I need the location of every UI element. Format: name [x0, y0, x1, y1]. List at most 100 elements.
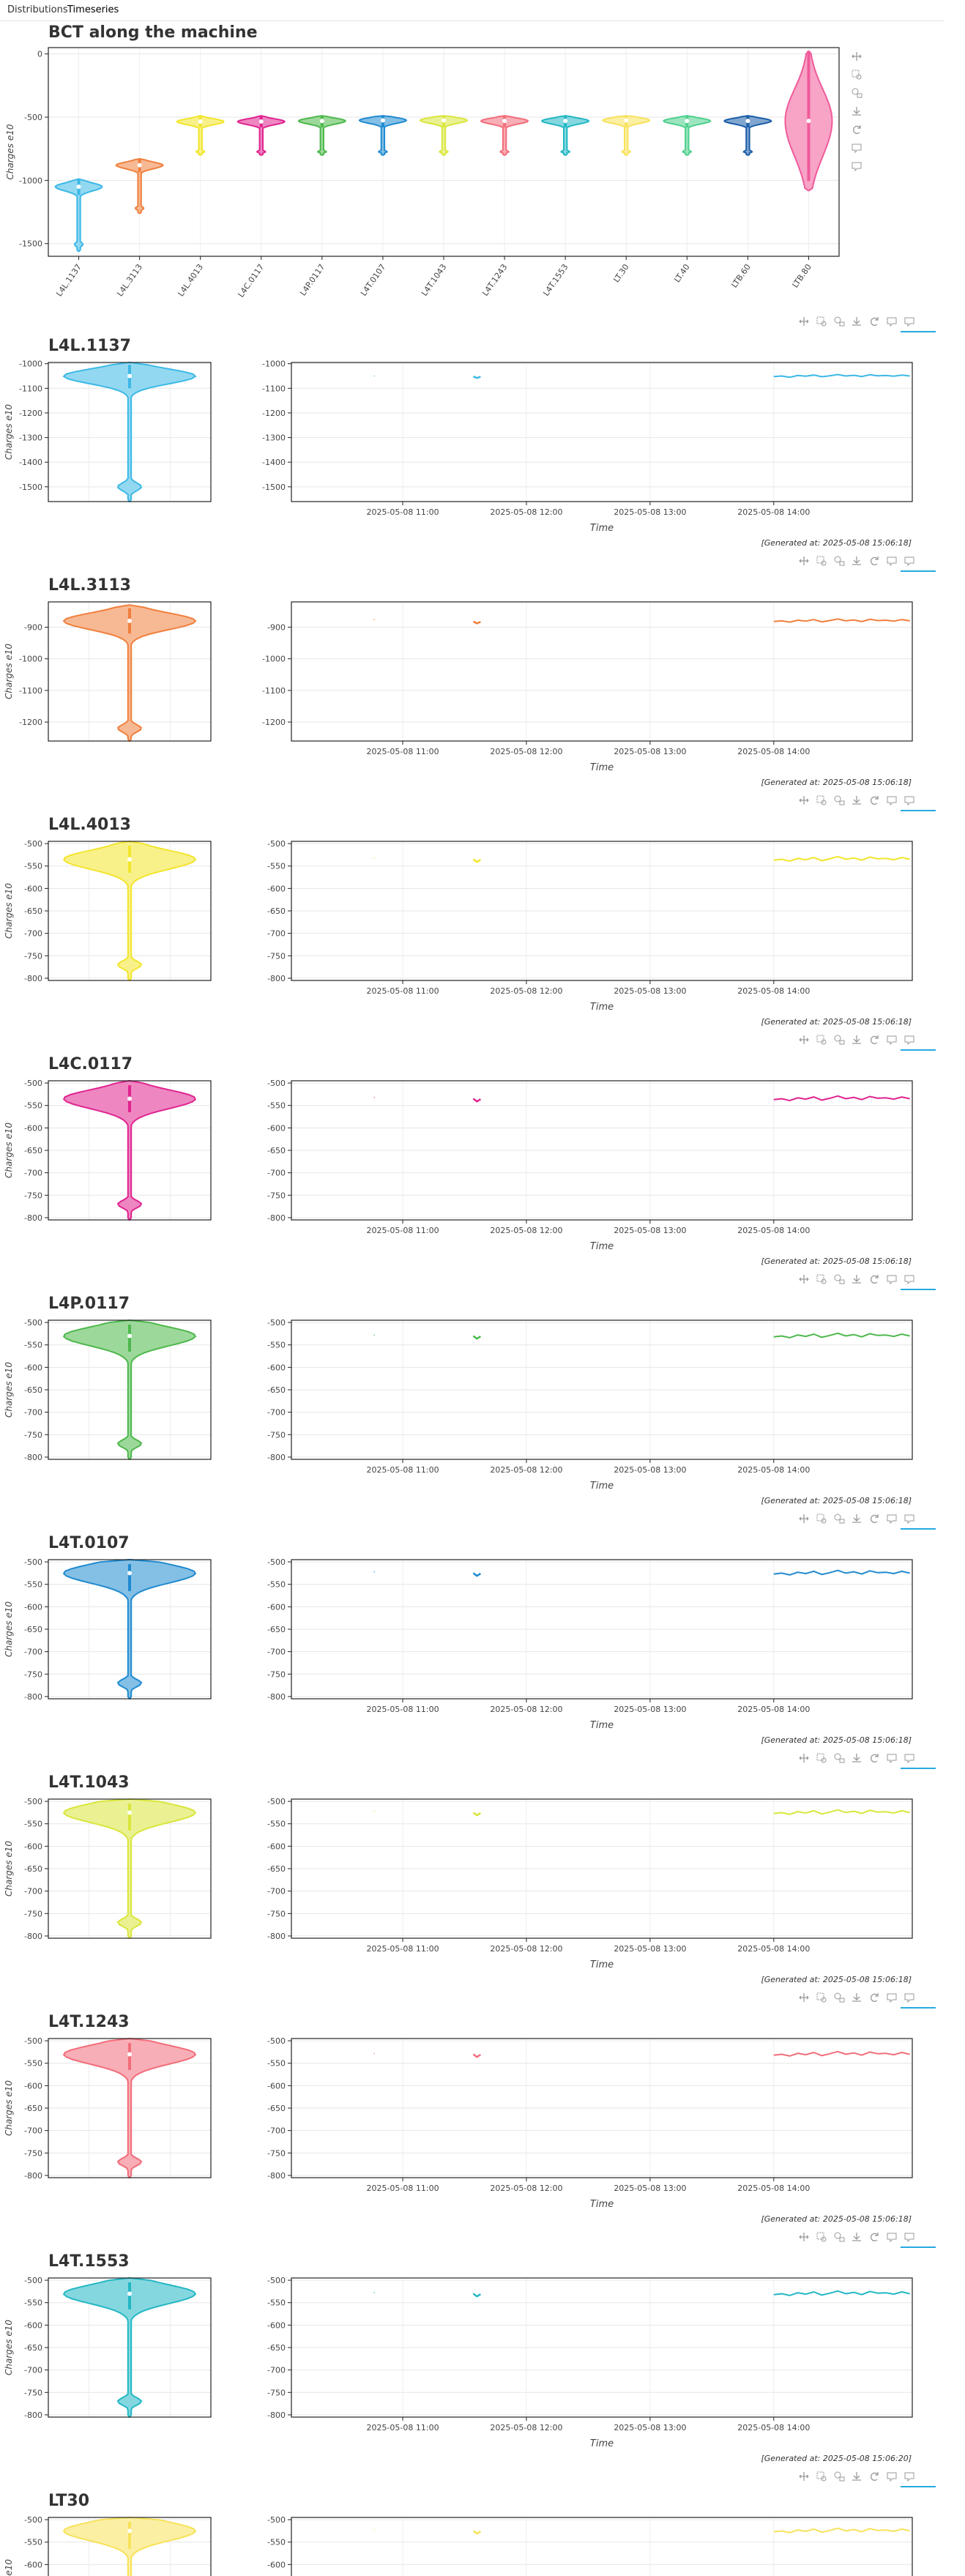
box-zoom-icon[interactable] [852, 70, 862, 80]
pan-icon[interactable] [799, 1993, 809, 2002]
save-icon[interactable] [852, 317, 861, 326]
violin-shape[interactable] [54, 178, 103, 253]
violin-shape[interactable] [540, 115, 590, 156]
hover-icon[interactable] [887, 317, 897, 327]
violin-L4L.4013[interactable] [176, 115, 225, 156]
box-zoom-icon[interactable] [816, 2471, 827, 2482]
wheel-zoom-icon[interactable] [834, 316, 845, 327]
series-line[interactable] [773, 1332, 910, 1339]
hover-icon[interactable] [887, 1035, 897, 1046]
wheel-zoom-icon[interactable] [834, 1753, 845, 1763]
pan-icon[interactable] [799, 2233, 809, 2241]
crosshair-icon[interactable] [904, 2472, 914, 2482]
violin-L4L.3113[interactable] [115, 158, 164, 215]
bct-toolbar[interactable] [795, 1270, 942, 1291]
hover-icon[interactable] [887, 796, 897, 806]
series-segment[interactable] [472, 2053, 482, 2058]
violin-L4T.1043[interactable] [419, 115, 469, 156]
hover-icon[interactable] [887, 1754, 897, 1764]
save-icon[interactable] [852, 1035, 861, 1044]
violin-shape[interactable] [358, 115, 408, 156]
series-segment[interactable] [472, 1098, 482, 1103]
bct-toolbar[interactable] [795, 1749, 942, 1770]
crosshair-icon[interactable] [904, 1035, 914, 1046]
bct-toolbar[interactable] [795, 552, 942, 573]
violin-L4P.0117[interactable] [297, 115, 347, 156]
box-zoom-icon[interactable] [816, 795, 827, 805]
series-line[interactable] [773, 2050, 910, 2057]
violin-shape[interactable] [236, 115, 286, 156]
violin-LT.30[interactable] [602, 115, 651, 156]
series-segment[interactable] [472, 2530, 482, 2535]
hover-icon[interactable] [887, 1993, 897, 2003]
pan-icon[interactable] [799, 1754, 809, 1762]
box-zoom-icon[interactable] [816, 2232, 827, 2242]
series-line[interactable] [773, 855, 910, 863]
reset-icon[interactable] [871, 1754, 879, 1762]
crosshair-icon[interactable] [904, 796, 914, 806]
wheel-zoom-icon[interactable] [834, 1274, 845, 1284]
wheel-zoom-icon[interactable] [834, 1992, 845, 2003]
violin-L4L.1137[interactable] [54, 178, 103, 253]
box-zoom-icon[interactable] [816, 316, 827, 327]
wheel-zoom-icon[interactable] [834, 1514, 845, 1524]
save-icon[interactable] [852, 796, 861, 805]
box-zoom-icon[interactable] [816, 1514, 827, 1524]
save-icon[interactable] [852, 1754, 861, 1762]
wheel-zoom-icon[interactable] [834, 1035, 845, 1045]
violin-shape[interactable] [663, 115, 712, 156]
crosshair-icon[interactable] [904, 1993, 914, 2003]
crosshair-icon[interactable] [904, 556, 914, 567]
violin-LT.40[interactable] [663, 115, 712, 156]
series-segment[interactable] [472, 376, 481, 379]
box-zoom-icon[interactable] [816, 556, 827, 566]
bct-L4L.1137-charts[interactable]: -1000 -1100 -1200 -1300 -1400 -1500 Charges e1… [0, 355, 965, 535]
bct-toolbar[interactable] [795, 313, 942, 333]
box-zoom-icon[interactable] [816, 1274, 827, 1284]
bct-toolbar[interactable] [795, 2468, 942, 2488]
violin-LTB.60[interactable] [723, 115, 772, 156]
series-segment[interactable] [472, 858, 482, 863]
reset-icon[interactable] [871, 1514, 879, 1523]
reset-icon[interactable] [871, 2472, 879, 2481]
reset-icon[interactable] [853, 125, 861, 134]
bct-toolbar[interactable] [795, 1989, 942, 2009]
series-line[interactable] [773, 1095, 910, 1102]
pan-icon[interactable] [799, 2472, 809, 2481]
pan-icon[interactable] [852, 52, 862, 61]
box-zoom-icon[interactable] [816, 1992, 827, 2003]
pan-icon[interactable] [799, 1514, 809, 1523]
series-segment[interactable] [472, 2293, 482, 2298]
crosshair-icon[interactable] [904, 1754, 914, 1764]
pan-icon[interactable] [799, 796, 809, 805]
violin-shape[interactable] [480, 115, 529, 156]
reset-icon[interactable] [871, 1275, 879, 1284]
wheel-zoom-icon[interactable] [834, 556, 845, 566]
bct-toolbar[interactable] [795, 2228, 942, 2249]
series-line[interactable] [773, 618, 910, 623]
save-icon[interactable] [852, 2472, 861, 2481]
crosshair-icon[interactable] [904, 1275, 914, 1285]
hover-icon[interactable] [887, 2472, 897, 2482]
violin-shape[interactable] [115, 158, 164, 215]
violin-shape[interactable] [419, 115, 469, 156]
pan-icon[interactable] [799, 317, 809, 326]
hover-icon[interactable] [887, 1514, 897, 1525]
wheel-zoom-icon[interactable] [834, 795, 845, 805]
series-segment[interactable] [472, 1335, 482, 1340]
reset-icon[interactable] [871, 556, 879, 565]
crosshair-icon[interactable] [852, 162, 862, 172]
reset-icon[interactable] [871, 1035, 879, 1044]
save-icon[interactable] [852, 2233, 861, 2241]
series-line[interactable] [773, 1809, 910, 1815]
series-segment[interactable] [472, 1572, 482, 1577]
hover-icon[interactable] [852, 144, 862, 154]
save-icon[interactable] [852, 107, 861, 116]
summary-violin-chart[interactable]: 0 -500 -1000 -1500 Charges e10 L4L.1137 L4L.31… [0, 40, 965, 300]
